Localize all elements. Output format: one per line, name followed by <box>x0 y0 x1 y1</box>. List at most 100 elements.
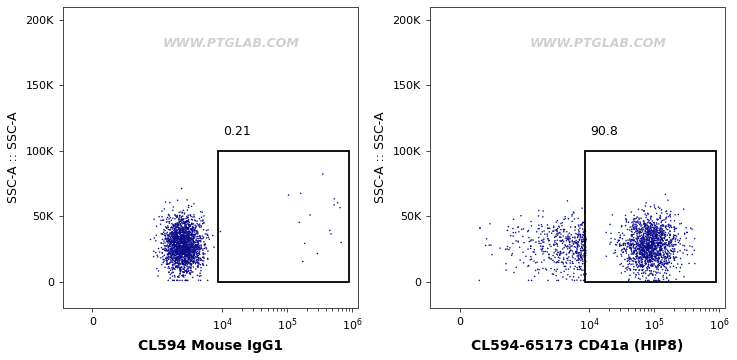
Point <box>171 224 183 230</box>
Point <box>184 238 196 244</box>
Point <box>644 271 656 276</box>
Point <box>668 256 680 261</box>
Point <box>200 235 212 241</box>
Point <box>195 246 207 252</box>
Point <box>646 247 657 253</box>
Point <box>652 228 663 234</box>
Point <box>156 262 168 267</box>
Point <box>170 242 182 248</box>
Point <box>649 225 660 231</box>
Point <box>656 226 668 232</box>
Point <box>178 242 190 247</box>
Point <box>186 259 198 265</box>
Point <box>183 234 195 240</box>
Point <box>554 230 566 235</box>
Point <box>173 241 185 247</box>
Point <box>574 257 586 263</box>
Point <box>624 255 635 261</box>
Point <box>631 256 643 261</box>
Point <box>577 234 589 240</box>
Point <box>172 245 184 251</box>
Point <box>648 225 660 230</box>
Point <box>186 243 198 249</box>
Point <box>646 227 657 233</box>
Point <box>164 260 175 266</box>
Point <box>651 224 663 229</box>
Point <box>170 249 182 255</box>
Point <box>161 238 172 244</box>
Point <box>621 246 632 252</box>
Point <box>168 238 180 243</box>
Point <box>639 255 651 261</box>
Point <box>184 235 196 240</box>
Point <box>641 226 653 231</box>
Point <box>530 252 542 257</box>
Point <box>178 257 189 263</box>
Point <box>171 247 183 252</box>
Point <box>175 236 187 242</box>
Point <box>641 244 653 249</box>
Point <box>199 241 211 247</box>
Point <box>181 268 192 274</box>
Point <box>637 240 649 246</box>
Point <box>686 226 698 232</box>
Point <box>636 241 648 247</box>
Point <box>170 248 181 254</box>
Point <box>163 226 175 232</box>
Point <box>178 247 190 253</box>
Point <box>643 251 655 257</box>
Point <box>183 256 195 262</box>
Point <box>180 228 192 234</box>
Point <box>625 239 637 245</box>
Point <box>630 260 642 266</box>
Point <box>163 212 175 218</box>
Point <box>628 267 640 273</box>
Point <box>644 230 656 236</box>
Point <box>180 237 192 242</box>
Point <box>178 240 189 246</box>
Point <box>176 217 188 223</box>
Point <box>579 251 591 256</box>
Point <box>163 247 175 253</box>
Point <box>179 242 191 248</box>
Point <box>643 249 655 255</box>
Point <box>655 229 667 234</box>
Point <box>646 238 657 244</box>
Point <box>626 241 638 247</box>
Point <box>182 235 194 240</box>
Point <box>626 242 638 247</box>
Point <box>630 244 642 249</box>
Point <box>640 213 652 219</box>
Point <box>642 231 654 237</box>
Point <box>641 235 653 240</box>
Point <box>572 234 584 239</box>
Point <box>568 239 580 245</box>
Point <box>639 239 651 244</box>
Point <box>643 243 654 248</box>
Point <box>577 237 589 242</box>
Point <box>647 233 659 239</box>
Point <box>172 278 184 283</box>
Point <box>202 278 214 283</box>
Point <box>662 197 674 203</box>
Point <box>179 244 191 250</box>
Point <box>184 239 195 245</box>
Point <box>181 253 193 259</box>
Point <box>554 249 566 255</box>
Point <box>672 237 684 243</box>
Point <box>178 258 190 264</box>
Point <box>173 244 185 249</box>
Point <box>646 233 658 239</box>
Point <box>551 231 562 237</box>
Point <box>178 233 190 239</box>
Point <box>652 229 663 235</box>
Point <box>164 215 176 221</box>
Point <box>624 246 636 251</box>
Point <box>668 224 680 230</box>
Point <box>674 265 686 271</box>
Point <box>562 272 573 278</box>
Point <box>174 265 186 271</box>
Point <box>195 255 206 261</box>
Point <box>175 244 186 249</box>
Point <box>659 240 671 246</box>
